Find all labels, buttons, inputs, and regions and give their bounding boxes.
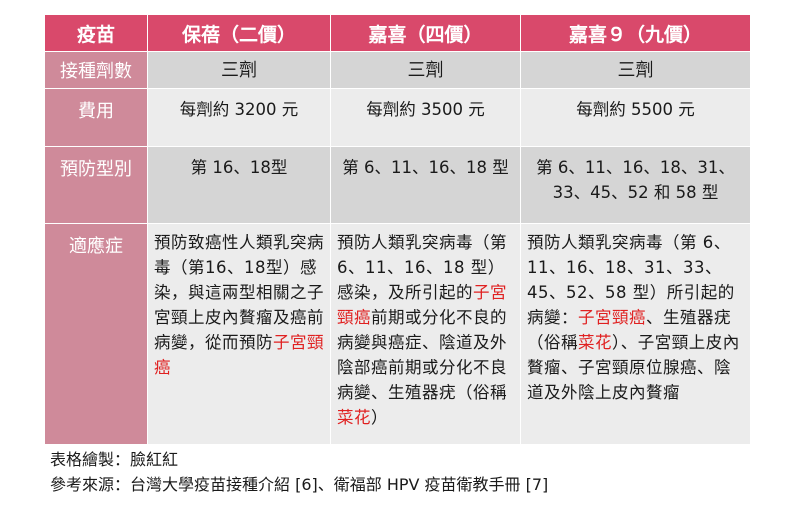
author-credit: 表格繪製：臉紅紅	[50, 450, 179, 469]
table-footer: 表格繪製：臉紅紅 參考來源：台灣大學疫苗接種介紹 [6]、衛福部 HPV 疫苗衛…	[50, 447, 548, 497]
row-label-doses: 接種劑數	[44, 51, 148, 89]
cell-indications-cervarix: 預防致癌性人類乳突病毒（第16、18型）感染，與這兩型相關之子宮頸上皮內贅瘤及癌…	[147, 223, 331, 445]
header-cervarix: 保蓓（二價）	[147, 14, 331, 52]
cell-doses-gardasil4: 三劑	[330, 51, 521, 89]
cell-types-gardasil4: 第 6、11、16、18 型	[330, 146, 521, 224]
table-row: 接種劑數 三劑 三劑 三劑	[44, 51, 751, 89]
highlight-genital-warts: 菜花	[578, 333, 612, 352]
cell-cost-gardasil4: 每劑約 3500 元	[330, 88, 521, 147]
row-label-indications: 適應症	[44, 223, 148, 445]
reference-sources: 參考來源：台灣大學疫苗接種介紹 [6]、衛福部 HPV 疫苗衛教手冊 [7]	[50, 475, 549, 494]
header-vaccine: 疫苗	[44, 14, 148, 52]
table-row: 費用 每劑約 3200 元 每劑約 3500 元 每劑約 5500 元	[44, 88, 751, 147]
header-row: 疫苗 保蓓（二價） 嘉喜（四價） 嘉喜９（九價）	[44, 14, 751, 52]
highlight-cervical-cancer: 子宮頸癌	[578, 308, 646, 327]
cell-cost-gardasil9: 每劑約 5500 元	[520, 88, 751, 147]
vaccine-comparison: 疫苗 保蓓（二價） 嘉喜（四價） 嘉喜９（九價） 接種劑數 三劑 三劑 三劑 費…	[44, 14, 751, 445]
cell-types-gardasil9: 第 6、11、16、18、31、33、45、52 和 58 型	[520, 146, 751, 224]
table-row: 預防型別 第 16、18型 第 6、11、16、18 型 第 6、11、16、1…	[44, 146, 751, 224]
table-row: 適應症 預防致癌性人類乳突病毒（第16、18型）感染，與這兩型相關之子宮頸上皮內…	[44, 223, 751, 445]
cell-cost-cervarix: 每劑約 3200 元	[147, 88, 331, 147]
header-gardasil9: 嘉喜９（九價）	[520, 14, 751, 52]
cell-types-cervarix: 第 16、18型	[147, 146, 331, 224]
hpv-vaccine-table: 疫苗 保蓓（二價） 嘉喜（四價） 嘉喜９（九價） 接種劑數 三劑 三劑 三劑 費…	[44, 14, 751, 445]
cell-indications-gardasil4: 預防人類乳突病毒（第 6、11、16、18 型）感染，及所引起的子宮頸癌前期或分…	[330, 223, 521, 445]
cell-indications-gardasil9: 預防人類乳突病毒（第 6、11、16、18、31、33、45、52、58 型）所…	[520, 223, 751, 445]
row-label-types: 預防型別	[44, 146, 148, 224]
row-label-cost: 費用	[44, 88, 148, 147]
highlight-cervical-cancer: 子宮頸癌	[337, 283, 507, 327]
cell-doses-cervarix: 三劑	[147, 51, 331, 89]
header-gardasil4: 嘉喜（四價）	[330, 14, 521, 52]
cell-doses-gardasil9: 三劑	[520, 51, 751, 89]
highlight-genital-warts: 菜花	[337, 408, 371, 427]
highlight-cervical-cancer: 子宮頸癌	[154, 333, 324, 377]
